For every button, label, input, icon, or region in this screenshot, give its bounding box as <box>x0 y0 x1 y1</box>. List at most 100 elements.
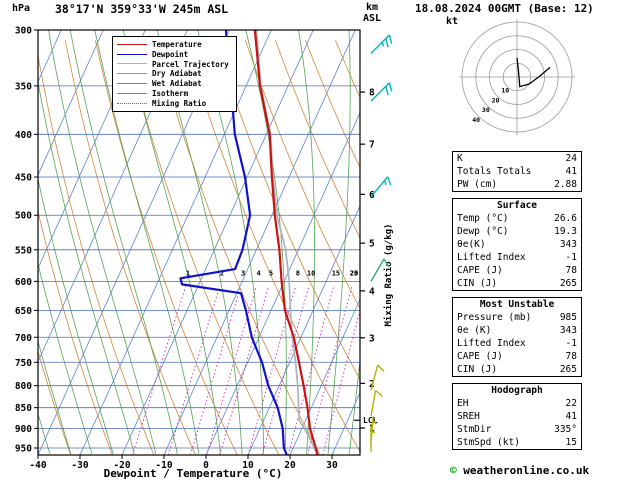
temp-tick-label: 30 <box>326 460 338 471</box>
table-row: CAPE (J) 78 <box>453 264 581 277</box>
legend-label: Dry Adiabat <box>152 69 202 79</box>
legend-item: Isotherm <box>117 89 229 98</box>
mixing-ratio-line <box>206 286 257 455</box>
row-value: 343 <box>559 239 577 250</box>
table-row: Lifted Index -1 <box>453 337 581 350</box>
row-label: θe(K) <box>457 239 486 250</box>
legend-line-swatch <box>117 83 147 85</box>
dry-adiabat-line <box>38 53 155 455</box>
legend-item: Parcel Trajectory <box>117 60 229 69</box>
wet-adiabat-line <box>122 30 221 454</box>
mixing-ratio-value-label: 3 <box>241 269 245 277</box>
temp-tick-label: 20 <box>284 460 296 471</box>
copyright: © weatheronline.co.uk <box>450 464 589 477</box>
row-value: 22 <box>565 398 577 409</box>
table-title: Hodograph <box>491 385 543 396</box>
copyright-text: weatheronline.co.uk <box>463 464 590 477</box>
hodograph-ring-label: 10 <box>501 87 509 95</box>
wet-adiabat-line <box>327 30 351 454</box>
legend-line-swatch <box>117 92 147 94</box>
legend-label: Dewpoint <box>152 49 189 59</box>
wind-barb <box>370 82 393 102</box>
wet-adiabat-line <box>197 30 265 454</box>
km-tick-label: 8 <box>369 88 375 99</box>
km-tick-label: 3 <box>369 333 375 344</box>
row-value: 343 <box>559 325 577 336</box>
table-row: Temp (°C) 26.6 <box>453 212 581 225</box>
temp-tick-label: -40 <box>29 460 46 471</box>
mixing-ratio-value-label: 1 <box>186 269 190 277</box>
table-row: StmSpd (kt) 15 <box>453 436 581 449</box>
table-row: SREH 41 <box>453 410 581 423</box>
pressure-unit-label: hPa <box>12 3 31 14</box>
row-label: SREH <box>457 411 480 422</box>
pressure-tick-label: 800 <box>15 381 32 392</box>
row-label: Totals Totals <box>457 166 532 177</box>
mixing-ratio-line <box>307 286 353 455</box>
temp-tick-label: -10 <box>155 460 172 471</box>
legend: Temperature Dewpoint Parcel Trajectory Dry … <box>112 36 237 112</box>
pressure-tick-label: 700 <box>15 333 32 344</box>
skewt-background <box>38 30 360 455</box>
dry-adiabat-line <box>305 40 360 169</box>
wet-adiabat-line <box>38 177 114 454</box>
row-label: StmDir <box>457 424 492 435</box>
wind-barb <box>370 176 392 198</box>
row-value: 41 <box>565 166 577 177</box>
legend-item: Wet Adiabat <box>117 79 229 88</box>
table-most-unstable: Most Unstable Pressure (mb) 985 θe (K) 343 Li… <box>452 297 582 377</box>
legend-item: Dry Adiabat <box>117 69 229 78</box>
mixing-ratio-value-label: 15 <box>332 269 340 277</box>
mixing-ratio-line <box>219 286 270 455</box>
row-label: CIN (J) <box>457 278 498 289</box>
row-value: 26.6 <box>554 213 577 224</box>
mixing-ratio-line <box>287 286 335 455</box>
wet-adiabat-line <box>48 30 157 454</box>
table-row: Lifted Index -1 <box>453 251 581 264</box>
mixing-ratio-value-label: 2 <box>220 269 224 277</box>
table-row: Pressure (mb) 985 <box>453 311 581 324</box>
table-row: θe (K) 343 <box>453 324 581 337</box>
row-value: 265 <box>559 364 577 375</box>
temp-tick-label: 10 <box>242 460 254 471</box>
table-title: Surface <box>496 200 538 211</box>
temp-tick-label: 0 <box>203 460 209 471</box>
mixing-ratio-line <box>167 286 221 455</box>
legend-line-swatch <box>117 53 147 55</box>
table-title: Most Unstable <box>479 299 555 310</box>
table-row: Dewp (°C) 19.3 <box>453 225 581 238</box>
pressure-tick-label: 550 <box>15 245 32 256</box>
table-row: θe(K) 343 <box>453 238 581 251</box>
row-label: CAPE (J) <box>457 351 503 362</box>
pressure-tick-label: 300 <box>15 26 32 37</box>
wet-adiabat-line <box>156 30 243 454</box>
row-value: 41 <box>565 411 577 422</box>
legend-item: Dewpoint <box>117 50 229 59</box>
row-value: 335° <box>554 424 577 435</box>
copyright-symbol: © <box>450 464 457 477</box>
row-value: 2.88 <box>554 179 577 190</box>
row-value: 15 <box>565 437 577 448</box>
table-row: EH 22 <box>453 397 581 410</box>
asl-unit-label: ASL <box>363 13 382 24</box>
chart-border <box>37 29 361 456</box>
datetime-title: 18.08.2024 00GMT (Base: 12) <box>415 2 594 15</box>
wet-adiabat-line <box>348 358 360 454</box>
legend-line-swatch <box>117 63 147 65</box>
mixing-ratio-value-label: 5 <box>269 269 273 277</box>
row-value: 78 <box>565 265 577 276</box>
isotherm-line <box>205 111 360 455</box>
table-row: PW (cm) 2.88 <box>453 178 581 191</box>
pressure-tick-label: 500 <box>15 211 32 222</box>
pressure-tick-label: 350 <box>15 81 32 92</box>
mixing-ratio-value-label: 4 <box>257 269 261 277</box>
row-label: Lifted Index <box>457 338 526 349</box>
table-row: K 24 <box>453 152 581 165</box>
row-label: StmSpd (kt) <box>457 437 520 448</box>
dry-adiabat-line <box>38 209 113 455</box>
pressure-tick-label: 650 <box>15 306 32 317</box>
wet-adiabat-line <box>69 30 178 454</box>
pressure-tick-label: 400 <box>15 130 32 141</box>
km-tick-label: 5 <box>369 239 375 250</box>
